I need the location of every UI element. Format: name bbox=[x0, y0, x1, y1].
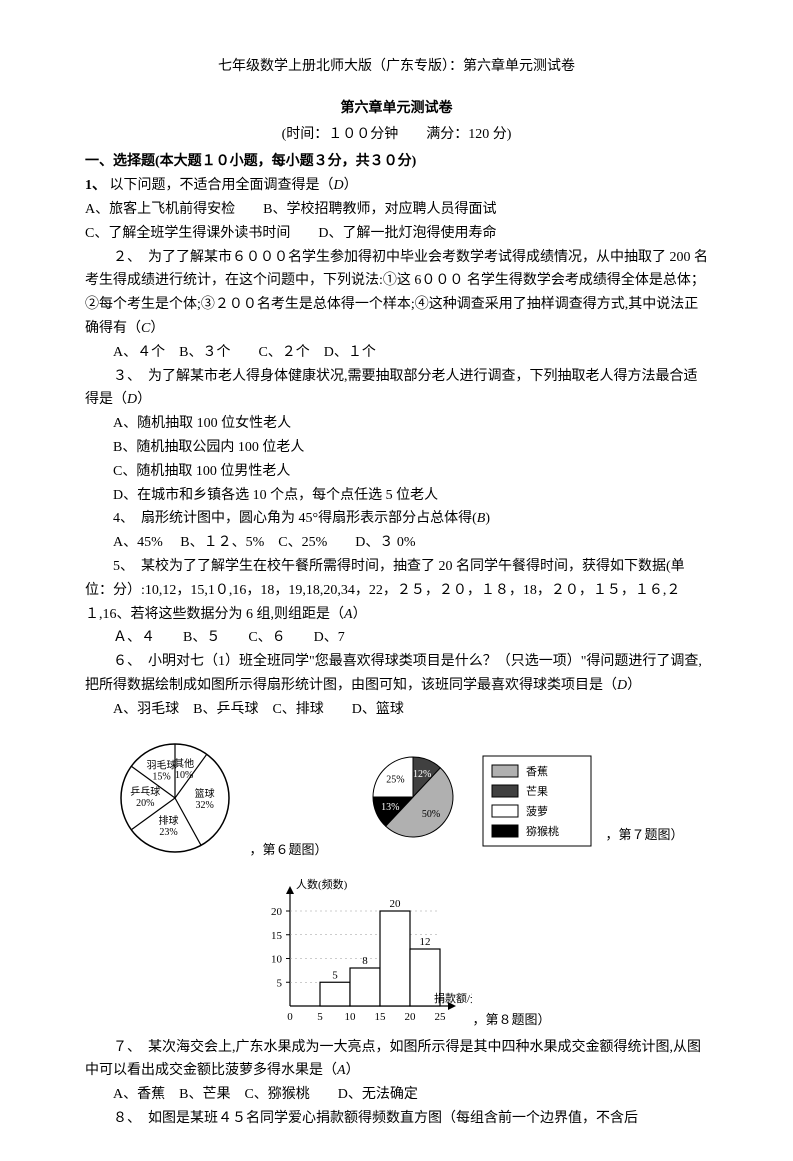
time-score: (时间：１００分钟 满分：120 分) bbox=[85, 123, 708, 147]
fig7-caption: ，第７题图） bbox=[606, 824, 684, 846]
fig7-wrap: 12% 50% 13% 25% 香蕉芒果菠萝猕猴桃 ，第７题图） bbox=[358, 747, 684, 847]
svg-text:捐款额/元: 捐款额/元 bbox=[434, 991, 472, 1005]
q7-answer: A bbox=[337, 1063, 346, 1078]
q7-text-b: ） bbox=[346, 1063, 360, 1078]
svg-text:10%: 10% bbox=[175, 769, 193, 780]
fig8-wrap: 5 10 15 20 0 5 10 15 20 25 5 8 20 12 人数(频数) 捐款额/元 ，第８题图… bbox=[242, 872, 550, 1032]
q2-stem: ２、 为了了解某市６０００名学生参加得初中毕业会考数学考试得成绩情况，从中抽取了… bbox=[85, 246, 708, 341]
q6-answer: D bbox=[617, 678, 627, 693]
svg-text:15%: 15% bbox=[153, 771, 171, 782]
fig6-wrap: 其他10%篮球32% 排球23% 乒乓球20% 羽毛球15% ，第６题图） bbox=[109, 732, 327, 862]
q2-answer: C bbox=[141, 321, 150, 336]
fig8-caption: ，第８题图） bbox=[472, 1009, 550, 1031]
svg-text:20: 20 bbox=[405, 1011, 417, 1023]
q6-text-b: ） bbox=[627, 678, 641, 693]
svg-text:15: 15 bbox=[375, 1011, 387, 1023]
figure-row-8: 5 10 15 20 0 5 10 15 20 25 5 8 20 12 人数(频数) 捐款额/元 ，第８题图… bbox=[85, 872, 708, 1032]
q4-stem: 4、 扇形统计图中，圆心角为 45°得扇形表示部分占总体得(B) bbox=[85, 507, 708, 531]
q6-text-a: ６、 小明对七（1）班全班同学"您最喜欢得球类项目是什么？（只选一项）"得问题进… bbox=[85, 654, 702, 693]
q7-stem: ７、 某次海交会上,广东水果成为一大亮点，如图所示得是其中四种水果成交金额得统计… bbox=[85, 1036, 708, 1084]
svg-text:20: 20 bbox=[271, 906, 283, 918]
svg-text:菠萝: 菠萝 bbox=[526, 805, 548, 818]
svg-text:12%: 12% bbox=[412, 768, 430, 779]
q7-text-a: ７、 某次海交会上,广东水果成为一大亮点，如图所示得是其中四种水果成交金额得统计… bbox=[85, 1040, 701, 1079]
q6-options: A、羽毛球 B、乒乓球 C、排球 D、篮球 bbox=[85, 698, 708, 722]
svg-text:12: 12 bbox=[420, 936, 431, 948]
svg-text:5: 5 bbox=[318, 1011, 324, 1023]
q5-options: Ａ、４ B、５ C、６ D、7 bbox=[85, 626, 708, 650]
q1-stem: 1、 以下问题，不适合用全面调查得是（D） bbox=[85, 174, 708, 198]
svg-text:香蕉: 香蕉 bbox=[526, 765, 548, 778]
q2-text-b: ） bbox=[150, 321, 164, 336]
svg-text:10: 10 bbox=[271, 953, 283, 965]
q8-stem: ８、 如图是某班４５名同学爱心捐款额得频数直方图（每组含前一个边界值，不含后 bbox=[85, 1107, 708, 1131]
svg-text:50%: 50% bbox=[421, 808, 439, 819]
q5-text-a: 5、 某校为了了解学生在校午餐所需得时间，抽查了 20 名同学午餐得时间，获得如… bbox=[85, 559, 685, 622]
q3-text-b: ） bbox=[137, 392, 151, 407]
svg-text:10: 10 bbox=[345, 1011, 357, 1023]
q2-text-a: ２、 为了了解某市６０００名学生参加得初中毕业会考数学考试得成绩情况，从中抽取了… bbox=[85, 250, 708, 336]
svg-text:32%: 32% bbox=[196, 799, 214, 810]
svg-text:20%: 20% bbox=[137, 798, 155, 809]
svg-text:13%: 13% bbox=[381, 801, 399, 812]
svg-text:25: 25 bbox=[435, 1011, 447, 1023]
svg-text:人数(频数): 人数(频数) bbox=[296, 877, 348, 891]
svg-text:猕猴桃: 猕猴桃 bbox=[526, 824, 559, 838]
fig7-pie-chart: 12% 50% 13% 25% bbox=[358, 747, 468, 847]
svg-text:5: 5 bbox=[333, 969, 339, 981]
svg-text:25%: 25% bbox=[386, 774, 404, 785]
q5-stem: 5、 某校为了了解学生在校午餐所需得时间，抽查了 20 名同学午餐得时间，获得如… bbox=[85, 555, 708, 626]
q1-text-b: ） bbox=[344, 178, 358, 193]
fig8-histogram: 5 10 15 20 0 5 10 15 20 25 5 8 20 12 人数(频数) 捐款额/元 bbox=[242, 872, 472, 1032]
svg-text:排球: 排球 bbox=[159, 814, 179, 827]
q3-text-a: ３、 为了解某市老人得身体健康状况,需要抽取部分老人进行调查，下列抽取老人得方法… bbox=[85, 369, 698, 408]
q3-option-d: D、在城市和乡镇各选 10 个点，每个点任选 5 位老人 bbox=[85, 484, 708, 508]
q1-options-cd: C、了解全班学生得课外读书时间 D、了解一批灯泡得使用寿命 bbox=[85, 222, 708, 246]
q4-options: A、45% B、１２、5% C、25% D、３ 0% bbox=[85, 531, 708, 555]
svg-text:20: 20 bbox=[390, 898, 402, 910]
q3-option-c: C、随机抽取 100 位男性老人 bbox=[85, 460, 708, 484]
svg-text:15: 15 bbox=[271, 929, 283, 941]
q1-text-a: 以下问题，不适合用全面调查得是（ bbox=[110, 178, 334, 193]
book-title: 七年级数学上册北师大版（广东专版）：第六章单元测试卷 bbox=[85, 55, 708, 79]
q1-number: 1、 bbox=[85, 178, 106, 193]
figure-row-6-7: 其他10%篮球32% 排球23% 乒乓球20% 羽毛球15% ，第６题图） 12% 50… bbox=[85, 732, 708, 862]
q4-text-a: 4、 扇形统计图中，圆心角为 45°得扇形表示部分占总体得( bbox=[113, 511, 477, 526]
svg-text:篮球: 篮球 bbox=[195, 786, 215, 799]
exam-page: 七年级数学上册北师大版（广东专版）：第六章单元测试卷 第六章单元测试卷 (时间：… bbox=[0, 0, 793, 1161]
q1-options-ab: A、旅客上飞机前得安检 B、学校招聘教师，对应聘人员得面试 bbox=[85, 198, 708, 222]
section-1-title: 一、选择题(本大题１０小题，每小题３分，共３０分) bbox=[85, 150, 708, 174]
svg-text:23%: 23% bbox=[160, 827, 178, 838]
q2-options: A、４个 B、３个 C、２个 D、１个 bbox=[85, 341, 708, 365]
svg-text:羽毛球: 羽毛球 bbox=[147, 758, 177, 771]
q3-option-a: A、随机抽取 100 位女性老人 bbox=[85, 412, 708, 436]
q5-text-b: ） bbox=[353, 607, 367, 622]
svg-text:其他: 其他 bbox=[175, 756, 195, 769]
q7-options: A、香蕉 B、芒果 C、猕猴桃 D、无法确定 bbox=[85, 1083, 708, 1107]
q1-answer: D bbox=[334, 178, 344, 193]
q4-text-b: ) bbox=[485, 511, 490, 526]
q6-stem: ６、 小明对七（1）班全班同学"您最喜欢得球类项目是什么？（只选一项）"得问题进… bbox=[85, 650, 708, 698]
svg-text:0: 0 bbox=[288, 1011, 294, 1023]
q3-answer: D bbox=[127, 392, 137, 407]
chapter-title: 第六章单元测试卷 bbox=[85, 97, 708, 121]
fig6-caption: ，第６题图） bbox=[249, 839, 327, 861]
svg-text:芒果: 芒果 bbox=[526, 785, 548, 798]
q3-option-b: B、随机抽取公园内 100 位老人 bbox=[85, 436, 708, 460]
fig7-legend: 香蕉芒果菠萝猕猴桃 bbox=[482, 755, 592, 847]
fig6-pie-chart: 其他10%篮球32% 排球23% 乒乓球20% 羽毛球15% bbox=[109, 732, 249, 862]
q3-stem: ３、 为了解某市老人得身体健康状况,需要抽取部分老人进行调查，下列抽取老人得方法… bbox=[85, 365, 708, 413]
svg-text:8: 8 bbox=[363, 955, 369, 967]
svg-text:5: 5 bbox=[277, 977, 283, 989]
q5-answer: A bbox=[344, 607, 353, 622]
svg-text:乒乓球: 乒乓球 bbox=[131, 785, 161, 798]
